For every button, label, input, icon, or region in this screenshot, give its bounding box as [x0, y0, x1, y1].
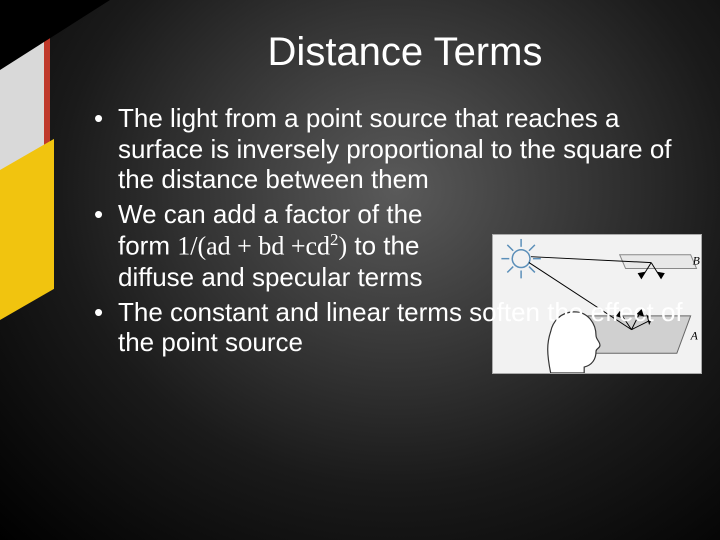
- slide: Distance Terms The light from a point so…: [0, 0, 720, 540]
- bullet-2: We can add a factor of the form 1/(ad + …: [90, 199, 690, 293]
- formula-suffix: ): [338, 231, 347, 260]
- bullet-3: The constant and linear terms soften the…: [90, 297, 690, 358]
- bullet-1-text: The light from a point source that reach…: [118, 103, 672, 194]
- slide-title: Distance Terms: [120, 30, 690, 75]
- formula-prefix: 1/(ad + bd +cd: [177, 231, 330, 260]
- bullet-list: The light from a point source that reach…: [90, 103, 690, 358]
- bullet-1: The light from a point source that reach…: [90, 103, 690, 195]
- bullet-3-text: The constant and linear terms soften the…: [118, 297, 683, 358]
